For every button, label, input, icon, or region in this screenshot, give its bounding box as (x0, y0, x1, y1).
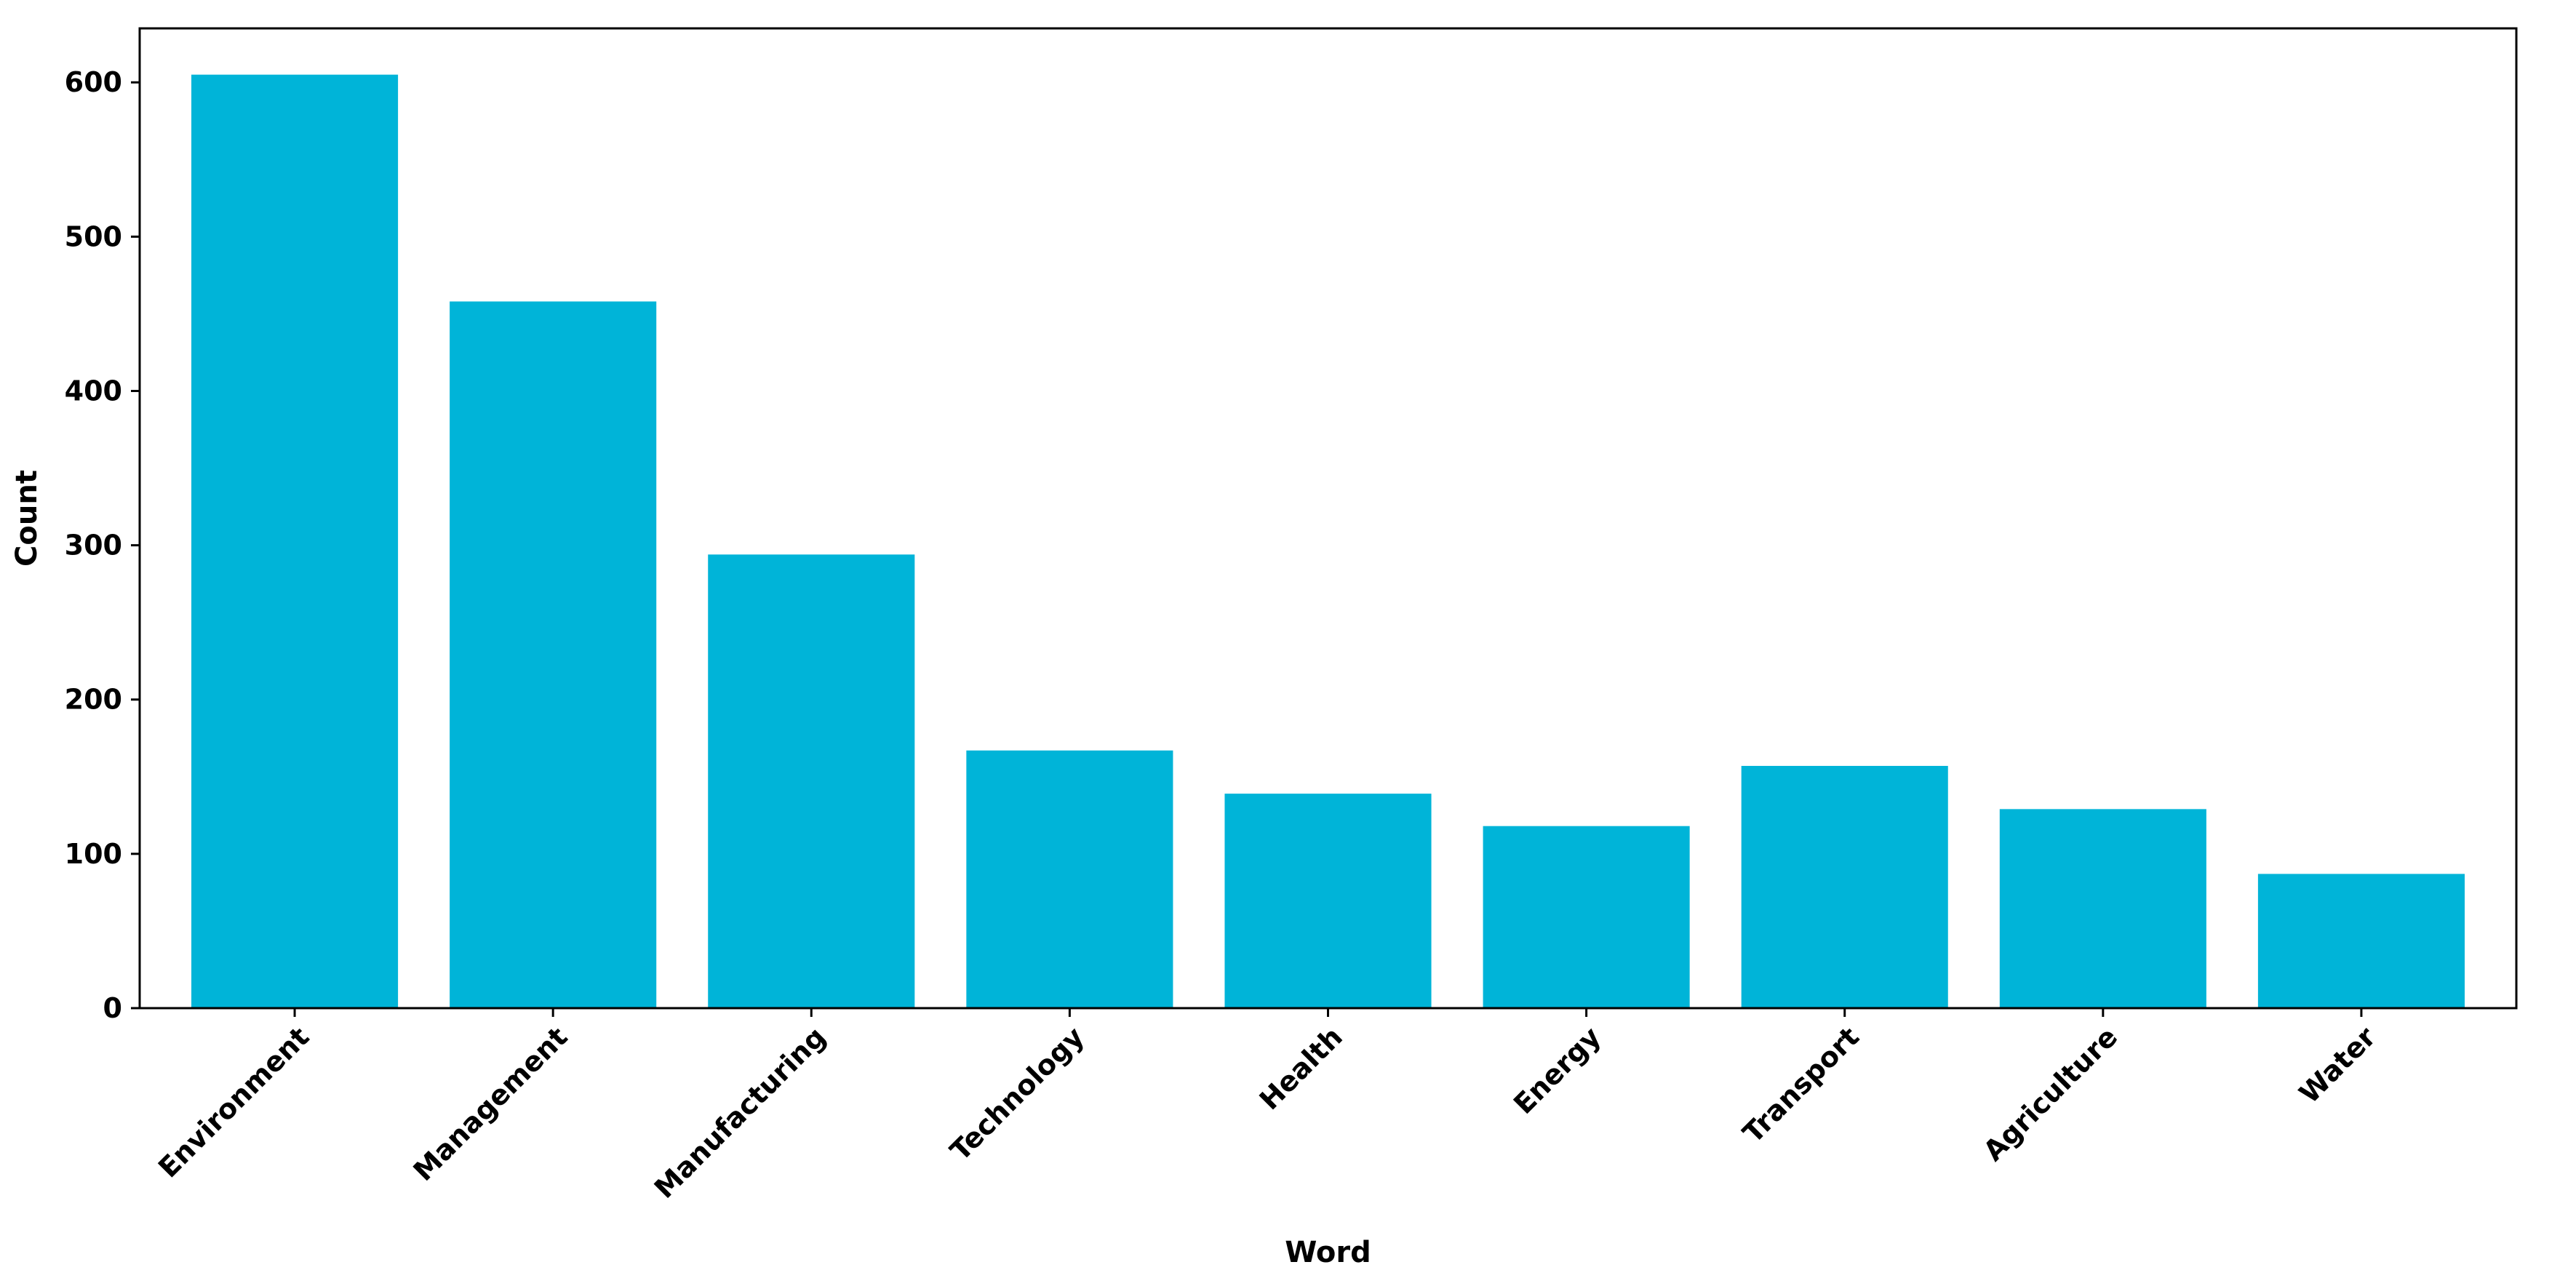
y-tick-label: 200 (65, 684, 122, 716)
plot-area-frame (138, 27, 2518, 1010)
x-tick-label: Health (1253, 1021, 1349, 1116)
bar-transport (1741, 765, 1948, 1008)
bar-management (450, 301, 657, 1008)
x-tick-label: Management (407, 1021, 574, 1187)
bar-agriculture (1999, 809, 2206, 1008)
bar-environment (191, 74, 399, 1008)
bars-group (191, 74, 2465, 1008)
bar-energy (1483, 826, 1690, 1008)
x-axis-ticks: Environment Management Manufacturing Techno… (152, 1008, 2382, 1205)
y-axis-ticks: 0 100 200 300 400 500 600 (65, 66, 140, 1024)
bar-technology (966, 750, 1173, 1008)
x-tick-label: Manufacturing (648, 1021, 832, 1205)
y-tick-label: 0 (103, 992, 122, 1024)
x-tick-label: Environment (152, 1021, 315, 1183)
y-tick-label: 100 (65, 838, 122, 870)
x-tick-label: Transport (1736, 1021, 1865, 1149)
x-tick-label: Water (2293, 1021, 2382, 1109)
y-axis-label: Count (10, 470, 44, 567)
bar-manufacturing (708, 554, 915, 1008)
y-tick-label: 400 (65, 375, 122, 407)
x-axis-label: Word (1285, 1236, 1371, 1269)
y-tick-label: 500 (65, 220, 122, 252)
bar-water (2257, 874, 2465, 1008)
y-tick-label: 600 (65, 66, 122, 98)
bar-health (1224, 794, 1432, 1008)
x-tick-label: Technology (944, 1021, 1090, 1167)
x-tick-label: Agriculture (1977, 1021, 2124, 1167)
x-tick-label: Energy (1507, 1021, 1607, 1120)
y-tick-label: 300 (65, 530, 122, 562)
